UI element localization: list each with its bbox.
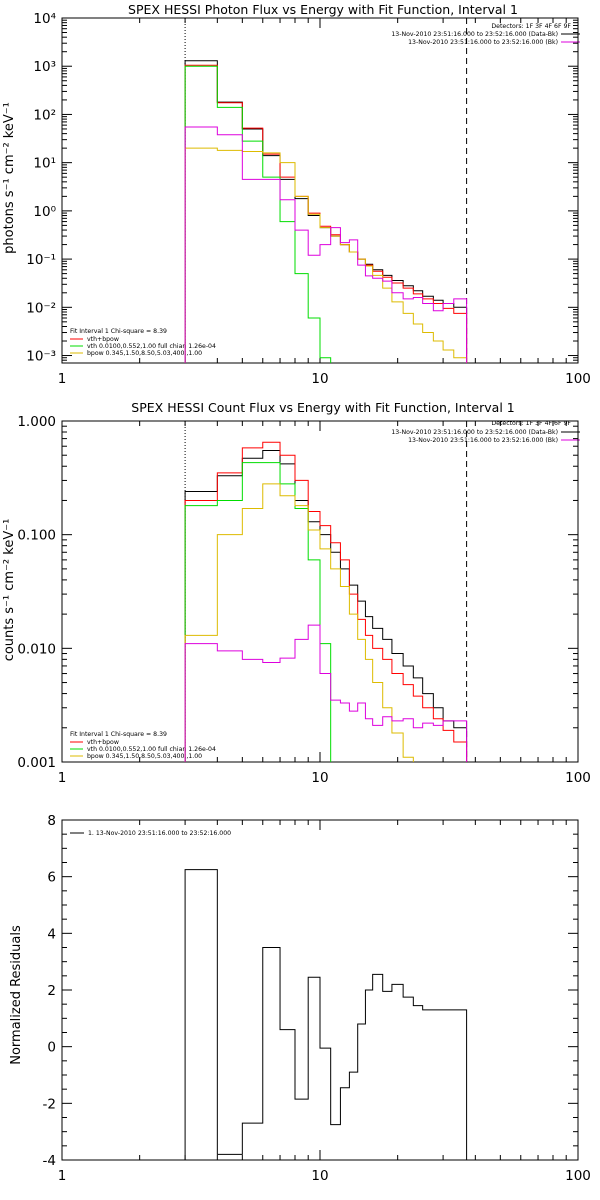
photon-ytick-label: 10² [33,107,56,123]
photon-xtick-label: 10 [311,371,328,387]
photon-info-data-interval: 13-Nov-2010 23:51:16.000 to 23:52:16.000… [391,31,558,38]
count-xtick-label: 1 [58,770,67,786]
residuals-legend: 1. 13-Nov-2010 23:51:16.000 to 23:52:16.… [70,830,231,837]
residuals-xtick-label: 10 [311,1168,328,1184]
count-fit-legend: Fit Interval 1 Chi-square = 8.39 vth+bpo… [70,731,216,760]
photon-plot-frame [61,17,579,364]
count-xtick-label: 10 [311,770,328,786]
photon-fit-legend: Fit Interval 1 Chi-square = 8.39 vth+bpo… [70,328,216,357]
count-fit-legend-fit: vth+bpow [87,739,119,746]
residuals-ytick-label: -4 [43,1153,56,1169]
photon-ytick-label: 10³ [33,59,56,75]
photon-xtick-label: 100 [565,371,591,387]
photon-series-group [184,60,468,363]
photon-ytick-label: 10¹ [33,156,56,172]
residuals-ytick-label: 6 [47,870,56,886]
residuals-xtick-label: 1 [58,1168,67,1184]
residuals-ytick-label: 0 [47,1040,56,1056]
count-series-vth [184,462,468,762]
count-flux-info: Detectors: 1F 3F 4F 6F 9F 13-Nov-2010 23… [391,420,580,444]
photon-ytick-label: 10⁴ [33,11,56,27]
count-series-group [184,441,468,762]
photon-info-detectors: Detectors: 1F 3F 4F 6F 9F [491,23,571,30]
count-info-detectors: Detectors: 1F 3F 4F 6F 9F [491,420,571,427]
residuals-panel: Normalized Residuals 1. 13-Nov-2010 23:5… [9,813,591,1184]
count-ytick-label: 0.001 [17,755,56,771]
count-series-fit [184,441,468,762]
count-ytick-label: 0.010 [17,641,56,657]
residuals-ytick-label: 2 [47,983,56,999]
residuals-ylabel: Normalized Residuals [9,925,24,1065]
photon-fit-legend-fit: vth+bpow [87,336,119,343]
count-fit-legend-bpow: bpow 0.345,1.50,8.50,5.03,400.,1.00 [87,753,202,760]
count-flux-title: SPEX HESSI Count Flux vs Energy with Fit… [131,400,514,415]
photon-series-vth [184,65,468,363]
photon-series-bpow [184,147,468,363]
photon-ytick-label: 10⁻³ [26,349,56,365]
photon-info-bk-interval: 13-Nov-2010 23:51:16.000 to 23:52:16.000… [408,39,558,46]
photon-flux-panel: SPEX HESSI Photon Flux vs Energy with Fi… [2,2,591,387]
photon-flux-info: Detectors: 1F 3F 4F 6F 9F 13-Nov-2010 23… [391,23,580,46]
photon-xtick-label: 1 [58,371,67,387]
count-info-bk-interval: 13-Nov-2010 23:51:16.000 to 23:52:16.000… [408,437,558,444]
residuals-ytick-label: 4 [47,926,56,942]
count-flux-panel: SPEX HESSI Count Flux vs Energy with Fit… [2,400,591,786]
photon-fit-legend-vth: vth 0.0100,0.552,1.00 full chian 1.26e-0… [87,343,216,350]
count-series-bpow [184,483,468,762]
count-flux-ylabel: counts s⁻¹ cm⁻² keV⁻¹ [2,519,17,662]
photon-series-bk [184,126,468,363]
residuals-xtick-label: 100 [565,1168,591,1184]
photon-ytick-label: 10⁰ [33,204,56,220]
residuals-series-residuals [184,869,468,1160]
photon-fit-legend-bpow: bpow 0.345,1.50,8.50,5.03,400.,1.00 [87,350,202,357]
count-fit-legend-header: Fit Interval 1 Chi-square = 8.39 [70,731,167,738]
count-ytick-label: 1.000 [17,414,56,430]
photon-series-fit [184,64,468,363]
count-xtick-label: 100 [565,770,591,786]
residuals-ytick-label: 8 [47,813,56,829]
count-series-data [184,450,468,762]
residuals-ytick-label: -2 [43,1096,56,1112]
count-ytick-label: 0.100 [17,528,56,544]
photon-flux-ylabel: photons s⁻¹ cm⁻² keV⁻¹ [2,102,17,254]
photon-ytick-label: 10⁻¹ [26,252,56,268]
residuals-legend-label: 1. 13-Nov-2010 23:51:16.000 to 23:52:16.… [88,830,231,837]
residuals-series-group [184,869,468,1160]
count-series-bk [184,624,468,762]
count-fit-legend-vth: vth 0.0100,0.552,1.00 full chian 1.26e-0… [87,746,216,753]
photon-series-data [184,60,468,363]
photon-ytick-label: 10⁻² [26,300,56,316]
count-info-data-interval: 13-Nov-2010 23:51:16.000 to 23:52:16.000… [391,429,558,436]
photon-flux-title: SPEX HESSI Photon Flux vs Energy with Fi… [128,2,518,17]
photon-fit-legend-header: Fit Interval 1 Chi-square = 8.39 [70,328,167,335]
